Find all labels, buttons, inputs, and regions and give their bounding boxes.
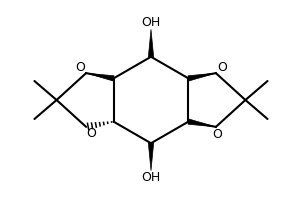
- Polygon shape: [148, 29, 154, 57]
- Text: OH: OH: [141, 171, 161, 184]
- Polygon shape: [188, 73, 216, 81]
- Text: O: O: [86, 127, 96, 140]
- Text: O: O: [217, 61, 227, 74]
- Polygon shape: [148, 143, 154, 171]
- Text: OH: OH: [141, 16, 161, 29]
- Text: O: O: [212, 128, 222, 141]
- Polygon shape: [86, 73, 114, 81]
- Text: O: O: [75, 61, 85, 74]
- Polygon shape: [188, 119, 216, 127]
